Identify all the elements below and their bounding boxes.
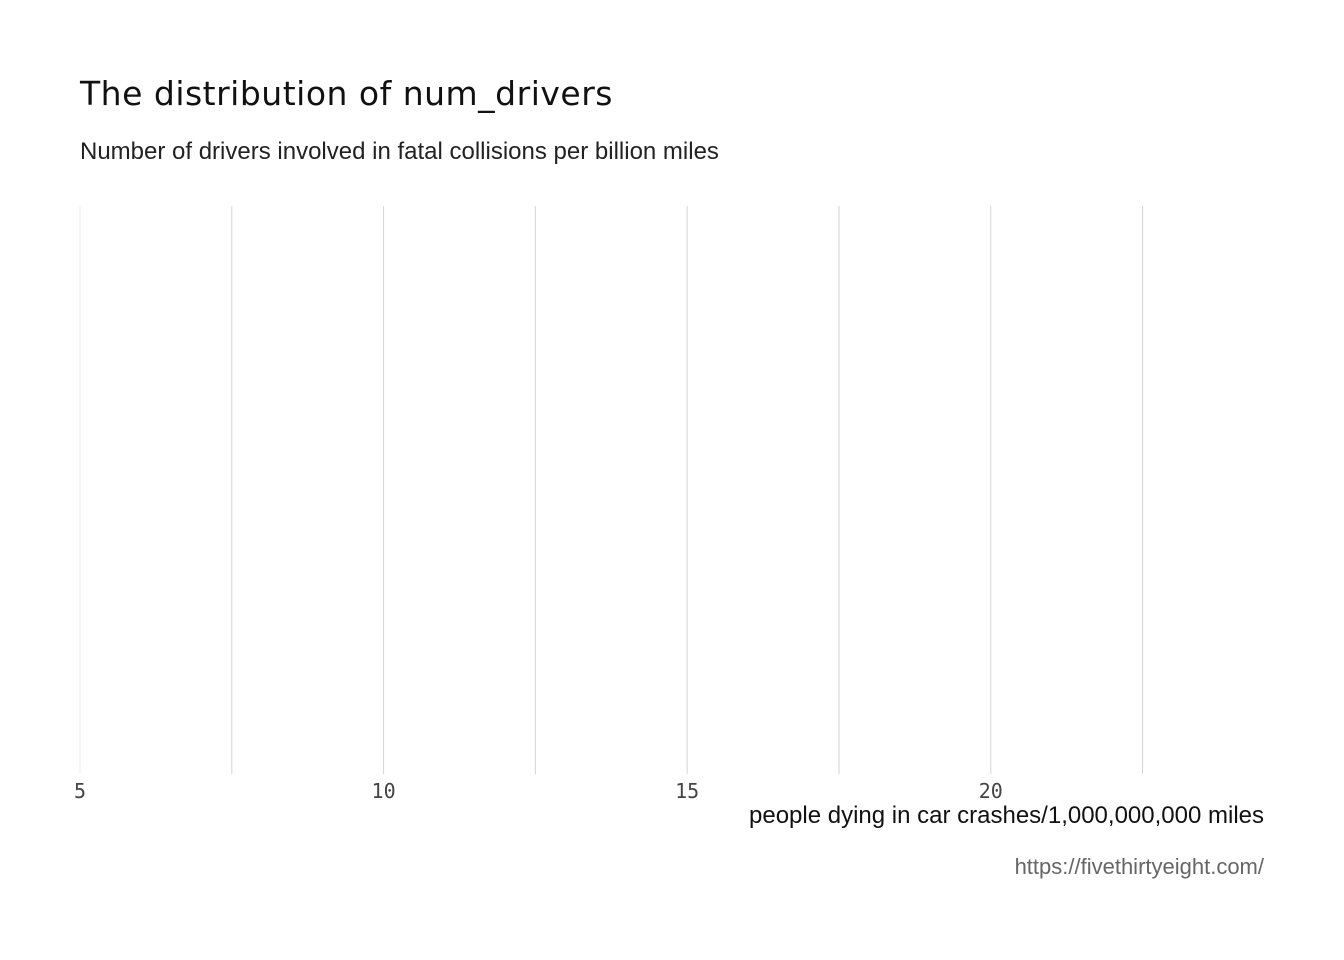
grid-layer <box>79 206 1144 774</box>
chart-title: The distribution of num_drivers <box>80 74 613 113</box>
x-tick-labels: 5 10 15 20 <box>74 779 1003 803</box>
chart-caption: https://fivethirtyeight.com/ <box>1014 854 1264 879</box>
x-axis-label: people dying in car crashes/1,000,000,00… <box>749 802 1264 829</box>
x-tick-label-0: 5 <box>74 779 86 803</box>
chart-subtitle: Number of drivers involved in fatal coll… <box>80 138 719 165</box>
x-tick-label-2: 15 <box>675 779 699 803</box>
x-tick-label-1: 10 <box>372 779 396 803</box>
x-tick-label-3: 20 <box>979 779 1003 803</box>
